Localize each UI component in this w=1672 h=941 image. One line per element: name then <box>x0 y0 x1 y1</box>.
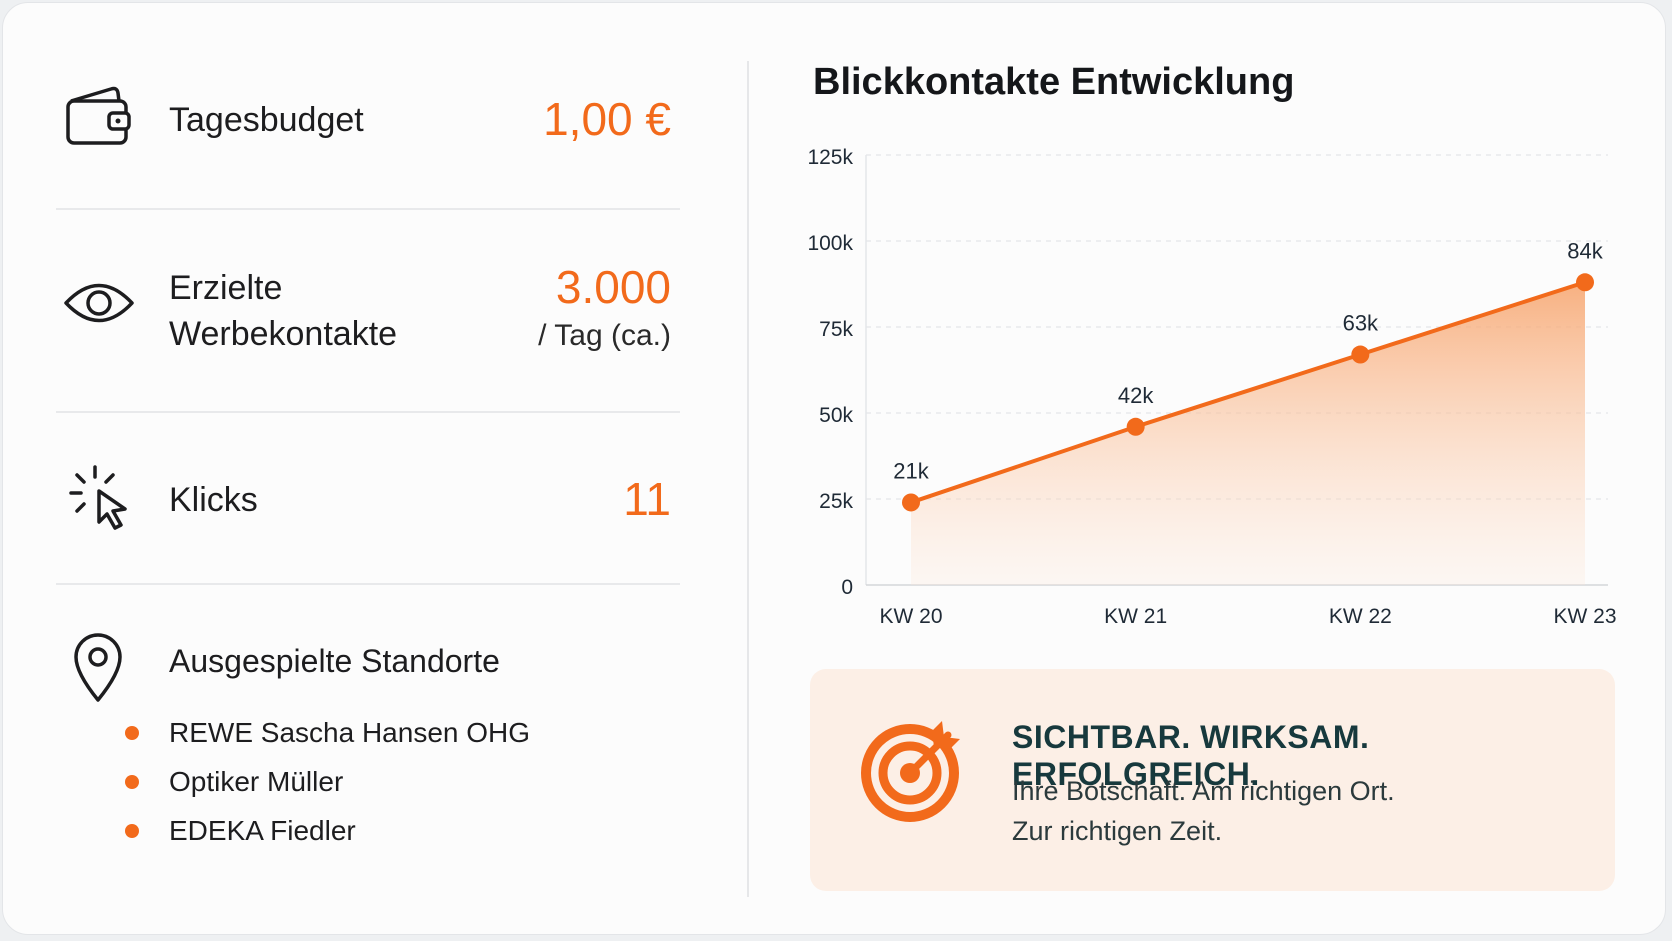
y-tick-label: 75k <box>819 318 853 341</box>
data-label: 84k <box>1567 238 1603 263</box>
y-tick-label: 0 <box>841 576 853 599</box>
location-pin-icon <box>74 633 122 702</box>
data-label: 42k <box>1118 383 1154 408</box>
data-point <box>1351 345 1370 364</box>
data-point <box>1126 417 1145 436</box>
budget-value: 1,00 € <box>543 93 671 145</box>
series-line <box>910 280 1586 505</box>
y-tick-label: 125k <box>807 146 853 169</box>
budget-label: Tagesbudget <box>169 101 364 139</box>
divider <box>56 411 680 413</box>
data-label: 21k <box>893 458 929 483</box>
divider <box>56 208 680 210</box>
x-tick-label: KW 21 <box>1104 605 1167 628</box>
y-tick-label: 100k <box>807 232 853 255</box>
locations-list: REWE Sascha Hansen OHG Optiker Müller ED… <box>121 713 530 860</box>
promo-headline: SICHTBAR. WIRKSAM. ERFOLGREICH. <box>1012 719 1370 792</box>
vertical-divider <box>747 61 749 897</box>
data-label: 63k <box>1343 311 1379 336</box>
promo-line-2: Zur richtigen Zeit. <box>1012 816 1223 846</box>
data-point <box>1576 273 1594 292</box>
divider <box>56 583 680 585</box>
contacts-chart: 0 25k 50k 75k 100k 125k KW 20 KW 21 KW 22 KW 23 21… <box>807 146 1616 628</box>
cursor-click-icon <box>69 465 127 530</box>
promo-box: SICHTBAR. WIRKSAM. ERFOLGREICH. Ihre Bot… <box>810 669 1615 891</box>
clicks-value: 11 <box>623 473 671 525</box>
area-fill <box>911 282 1585 585</box>
y-tick-label: 50k <box>819 404 853 427</box>
location-name: Optiker Müller <box>169 766 344 797</box>
bullet-dot <box>125 726 139 740</box>
x-tick-label: KW 22 <box>1329 605 1392 628</box>
contacts-label: Erzielte Werbekontakte <box>169 265 397 357</box>
promo-line-1: Ihre Botschaft. Am richtigen Ort. <box>1012 776 1395 806</box>
contacts-label-line1: Erzielte <box>169 269 283 307</box>
x-tick-label: KW 20 <box>879 605 942 628</box>
chart-title: Blickkontakte Entwicklung <box>813 61 1295 103</box>
bullet-dot <box>125 775 139 789</box>
data-point <box>902 493 920 512</box>
list-item: EDEKA Fiedler <box>121 811 530 860</box>
wallet-icon <box>66 86 131 145</box>
contacts-label-line2: Werbekontakte <box>169 315 398 353</box>
x-tick-label: KW 23 <box>1553 605 1616 628</box>
eye-icon <box>64 283 134 323</box>
list-item: REWE Sascha Hansen OHG <box>121 713 530 762</box>
contacts-per-day: / Tag (ca.) <box>538 319 671 352</box>
promo-text: Ihre Botschaft. Am richtigen Ort. Zur ri… <box>1012 771 1395 851</box>
y-tick-label: 25k <box>819 490 853 513</box>
location-name: EDEKA Fiedler <box>169 815 356 846</box>
bullet-dot <box>125 824 139 838</box>
target-icon <box>861 721 960 822</box>
locations-title: Ausgespielte Standorte <box>169 643 500 679</box>
contacts-value: 3.000 <box>555 261 671 313</box>
list-item: Optiker Müller <box>121 762 530 811</box>
location-name: REWE Sascha Hansen OHG <box>169 717 531 748</box>
clicks-label: Klicks <box>169 481 258 519</box>
